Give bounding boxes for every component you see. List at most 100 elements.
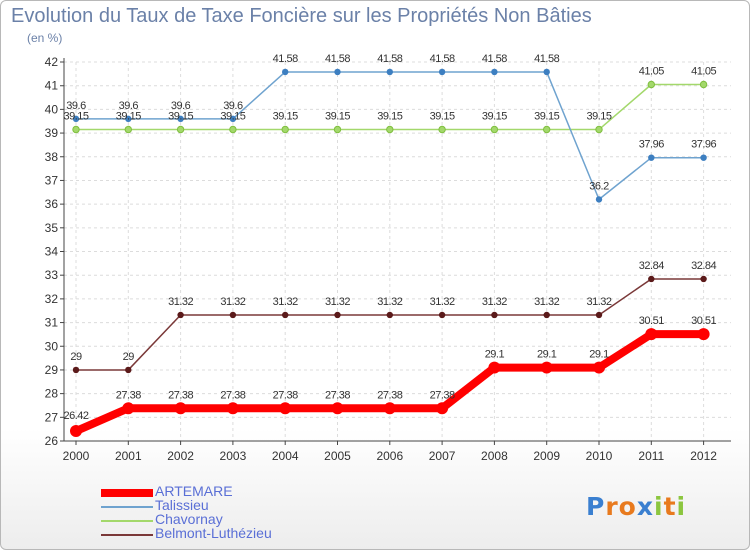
data-label: 27.38: [168, 389, 193, 401]
legend-swatch: [101, 520, 153, 522]
data-label: 36.2: [589, 180, 609, 192]
data-point: [70, 425, 82, 438]
data-point: [697, 328, 710, 341]
x-tick-label: 2010: [586, 449, 613, 463]
data-point: [176, 125, 185, 134]
data-point: [700, 275, 707, 283]
data-point: [595, 196, 603, 203]
data-point: [282, 68, 289, 76]
x-tick-label: 2002: [167, 449, 194, 463]
data-label: 31.32: [220, 296, 245, 308]
chart-subtitle: (en %): [27, 31, 63, 45]
data-label: 27.38: [377, 389, 402, 401]
brand-letter: t: [663, 492, 677, 521]
y-tick-label: 39: [45, 126, 59, 140]
legend-label: ARTEMARE: [155, 483, 233, 499]
data-label: 31.32: [168, 296, 193, 308]
x-tick-label: 2008: [481, 449, 508, 463]
data-label: 27.38: [325, 389, 350, 401]
y-tick-label: 41: [45, 79, 59, 93]
data-point: [331, 402, 344, 415]
data-point: [438, 68, 446, 76]
legend-label: Talissieu: [155, 497, 209, 513]
data-point: [595, 125, 603, 134]
data-point: [333, 125, 342, 134]
data-label: 32.84: [691, 260, 716, 272]
x-tick-label: 2004: [272, 449, 299, 463]
data-point: [648, 154, 655, 161]
legend-swatch: [101, 534, 153, 536]
data-label: 39.6: [223, 100, 243, 112]
data-point: [595, 311, 603, 319]
data-label: 39.15: [586, 111, 611, 123]
data-point: [543, 311, 550, 319]
data-point: [125, 366, 132, 374]
y-tick-label: 26: [45, 434, 59, 448]
data-label: 29: [70, 351, 82, 363]
x-tick-label: 2005: [324, 449, 351, 463]
data-label: 31.32: [482, 296, 507, 308]
data-label: 41.58: [482, 53, 507, 65]
data-label: 30.51: [639, 315, 664, 327]
data-point: [436, 402, 449, 415]
x-tick-label: 2012: [690, 449, 717, 463]
data-label: 39.15: [534, 111, 559, 123]
brand-letter: o: [618, 492, 637, 521]
y-tick-label: 40: [45, 102, 59, 116]
y-tick-label: 34: [45, 245, 59, 259]
data-point: [72, 115, 80, 123]
data-point: [645, 328, 658, 341]
data-point: [543, 125, 551, 134]
data-label: 39.15: [430, 111, 455, 123]
data-point: [699, 80, 708, 89]
data-point: [490, 125, 499, 134]
y-tick-label: 38: [45, 150, 59, 164]
data-label: 31.32: [534, 296, 559, 308]
data-point: [648, 275, 655, 283]
data-point: [491, 311, 498, 319]
data-label: 39.6: [66, 100, 86, 112]
data-label: 37.96: [639, 139, 664, 151]
x-tick-label: 2009: [533, 449, 560, 463]
data-label: 39.6: [119, 100, 139, 112]
data-point: [386, 68, 393, 76]
data-point: [700, 154, 707, 161]
data-label: 41.58: [377, 53, 402, 65]
data-label: 41.58: [430, 53, 455, 65]
y-tick-label: 42: [45, 55, 59, 69]
data-label: 39.15: [116, 111, 141, 123]
data-point: [226, 402, 239, 415]
data-point: [177, 311, 184, 319]
line-chart: 26 27 28 29 30 31 32 33 34 35 36 37 38 39 40 41 42 2000 20…: [45, 53, 731, 463]
data-label: 31.32: [273, 296, 298, 308]
data-point: [279, 402, 292, 415]
x-tick-label: 2001: [115, 449, 142, 463]
data-point: [174, 402, 187, 415]
data-point: [282, 311, 289, 319]
data-point: [543, 68, 550, 76]
data-label: 31.32: [430, 296, 455, 308]
data-label: 41.58: [325, 53, 350, 65]
data-label: 41.05: [639, 66, 664, 78]
y-tick-label: 29: [45, 363, 59, 377]
y-tick-label: 32: [45, 292, 59, 306]
data-point: [72, 366, 80, 374]
brand-letter: i: [654, 492, 664, 521]
data-label: 39.15: [273, 111, 298, 123]
data-label: 39.6: [171, 100, 191, 112]
y-tick-label: 27: [45, 410, 59, 424]
data-point: [281, 125, 289, 134]
data-label: 39.15: [220, 111, 245, 123]
y-tick-label: 37: [45, 173, 59, 187]
data-label: 29.1: [589, 349, 609, 361]
data-label: 39.15: [325, 111, 350, 123]
data-point: [177, 115, 184, 123]
y-tick-label: 28: [45, 387, 59, 401]
data-point: [383, 402, 396, 415]
data-point: [229, 125, 237, 134]
x-tick-label: 2011: [638, 449, 664, 463]
x-tick-label: 2006: [376, 449, 403, 463]
data-label: 29.1: [485, 349, 505, 361]
data-label: 31.32: [325, 296, 350, 308]
